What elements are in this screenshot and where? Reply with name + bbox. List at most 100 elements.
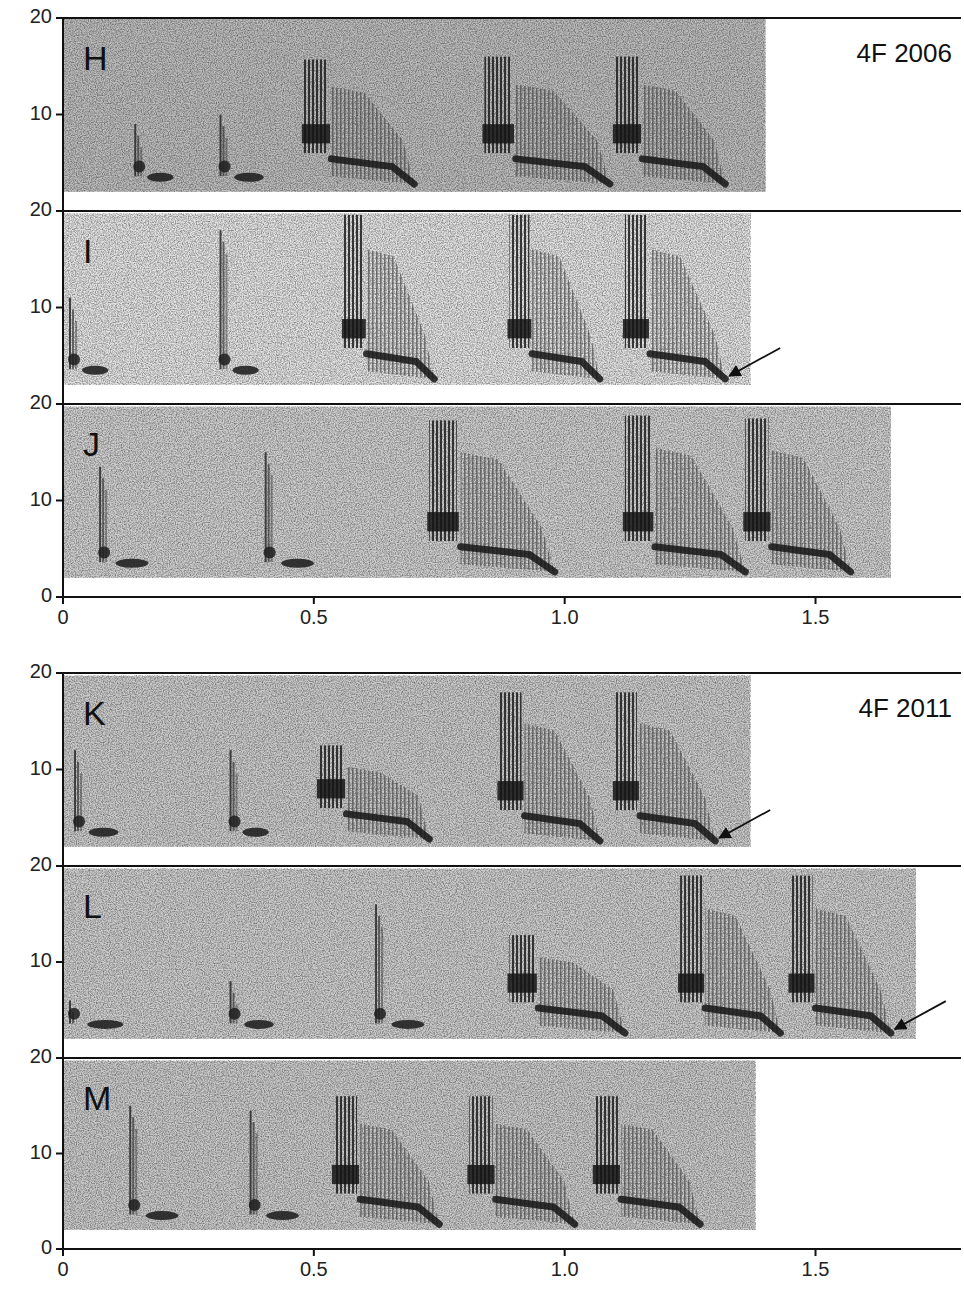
note-buzz [346, 767, 429, 839]
note-stack-band [743, 512, 770, 531]
note-low-band [346, 814, 429, 839]
note-low-band [525, 816, 600, 841]
y-tick-label: 10 [30, 1141, 52, 1163]
note-low-band [642, 159, 725, 184]
y-tick [56, 1153, 63, 1155]
y-tick-label: 20 [30, 660, 52, 682]
note-stack-band [623, 512, 653, 531]
note-tail [281, 559, 314, 568]
note-buzz [705, 908, 780, 1033]
note-buzz [496, 1124, 575, 1225]
note-buzz [331, 87, 414, 184]
note-low-band [816, 1008, 891, 1033]
note-tail [87, 1020, 123, 1029]
note-tail [146, 1211, 179, 1220]
spectrogram-grain [63, 407, 891, 578]
note-stack-band [593, 1165, 620, 1184]
panel: 1020L [30, 853, 961, 1058]
y-tick [56, 307, 63, 309]
note-tail [243, 828, 269, 837]
arrow [729, 348, 780, 376]
note-spike [265, 452, 267, 562]
x-tick [62, 597, 64, 604]
x-tick-label: 1.0 [551, 1258, 579, 1280]
note-stack-band [788, 974, 814, 993]
frame-top [63, 865, 961, 867]
complex-note [497, 692, 599, 841]
spectrogram-background [63, 407, 891, 578]
x-tick-label: 1.5 [802, 1258, 830, 1280]
plot-area [63, 1061, 755, 1230]
complex-note [482, 57, 609, 184]
plot-area [63, 214, 750, 385]
note-spike [220, 230, 222, 369]
spectrogram-background [63, 869, 916, 1039]
intro-note [68, 298, 108, 375]
y-tick [56, 672, 63, 674]
y-tick-label: 10 [30, 488, 52, 510]
intro-note [73, 750, 118, 837]
panel-letter: I [83, 232, 92, 270]
panel-letter: M [83, 1079, 111, 1117]
figure: 1020H4F 20061020I0102000.51.01.5J1020K4F… [0, 0, 964, 1289]
note-stack-band [507, 319, 531, 338]
y-tick-label: 20 [30, 5, 52, 27]
panel-letter: K [83, 694, 106, 732]
intro-note [219, 230, 259, 374]
note-buzz [532, 249, 600, 379]
note-core [128, 1199, 140, 1211]
x-tick [564, 597, 566, 604]
note-tail [116, 559, 149, 568]
note-low-band [516, 159, 610, 184]
spectrogram-grain [63, 214, 750, 385]
note-buzz [461, 452, 555, 572]
note-core [229, 816, 241, 828]
plot-area [63, 18, 765, 192]
x-axis-line [63, 403, 961, 405]
x-tick-label: 0 [57, 1258, 68, 1280]
y-tick [56, 17, 63, 19]
note-core [219, 354, 231, 366]
panel-letter: L [83, 887, 102, 925]
x-tick-label: 1.0 [551, 606, 579, 628]
panel-letter: J [83, 425, 100, 463]
note-stack-band [482, 124, 514, 143]
note-buzz [772, 451, 851, 572]
note-low-band [538, 1008, 625, 1033]
note-low-band [705, 1008, 780, 1033]
plot-area [63, 407, 891, 578]
y-tick-label: 10 [30, 102, 52, 124]
x-axis-line [63, 1248, 961, 1250]
intro-note [98, 467, 148, 568]
x-tick [313, 1249, 315, 1256]
complex-note [342, 215, 434, 379]
note-core [249, 1199, 261, 1211]
note-buzz [621, 1124, 700, 1225]
note-low-band [496, 1199, 575, 1224]
note-stack-band [613, 124, 641, 143]
note-core [133, 161, 145, 173]
intro-note [219, 115, 264, 182]
note-stack-band [302, 124, 330, 143]
note-buzz [516, 84, 610, 184]
panel: 0102000.51.01.5J [30, 391, 961, 628]
x-tick [815, 1249, 817, 1256]
note-low-band [640, 816, 715, 841]
note-low-band [650, 354, 725, 379]
note-buzz [525, 724, 600, 841]
note-low-band [461, 547, 555, 572]
y-tick [56, 1057, 63, 1059]
spectrogram-background [63, 18, 765, 192]
x-axis-line [63, 210, 961, 212]
arrow [719, 810, 770, 838]
note-core [68, 1008, 80, 1020]
note-tail [266, 1211, 299, 1220]
note-low-band [367, 354, 435, 379]
panel: 1020H4F 2006 [30, 5, 961, 211]
note-spike [250, 1111, 252, 1215]
intro-note [229, 750, 269, 837]
note-stack-band [507, 974, 536, 993]
x-axis-line [63, 1057, 961, 1059]
plot-area [63, 676, 750, 847]
note-stack-band [332, 1165, 359, 1184]
